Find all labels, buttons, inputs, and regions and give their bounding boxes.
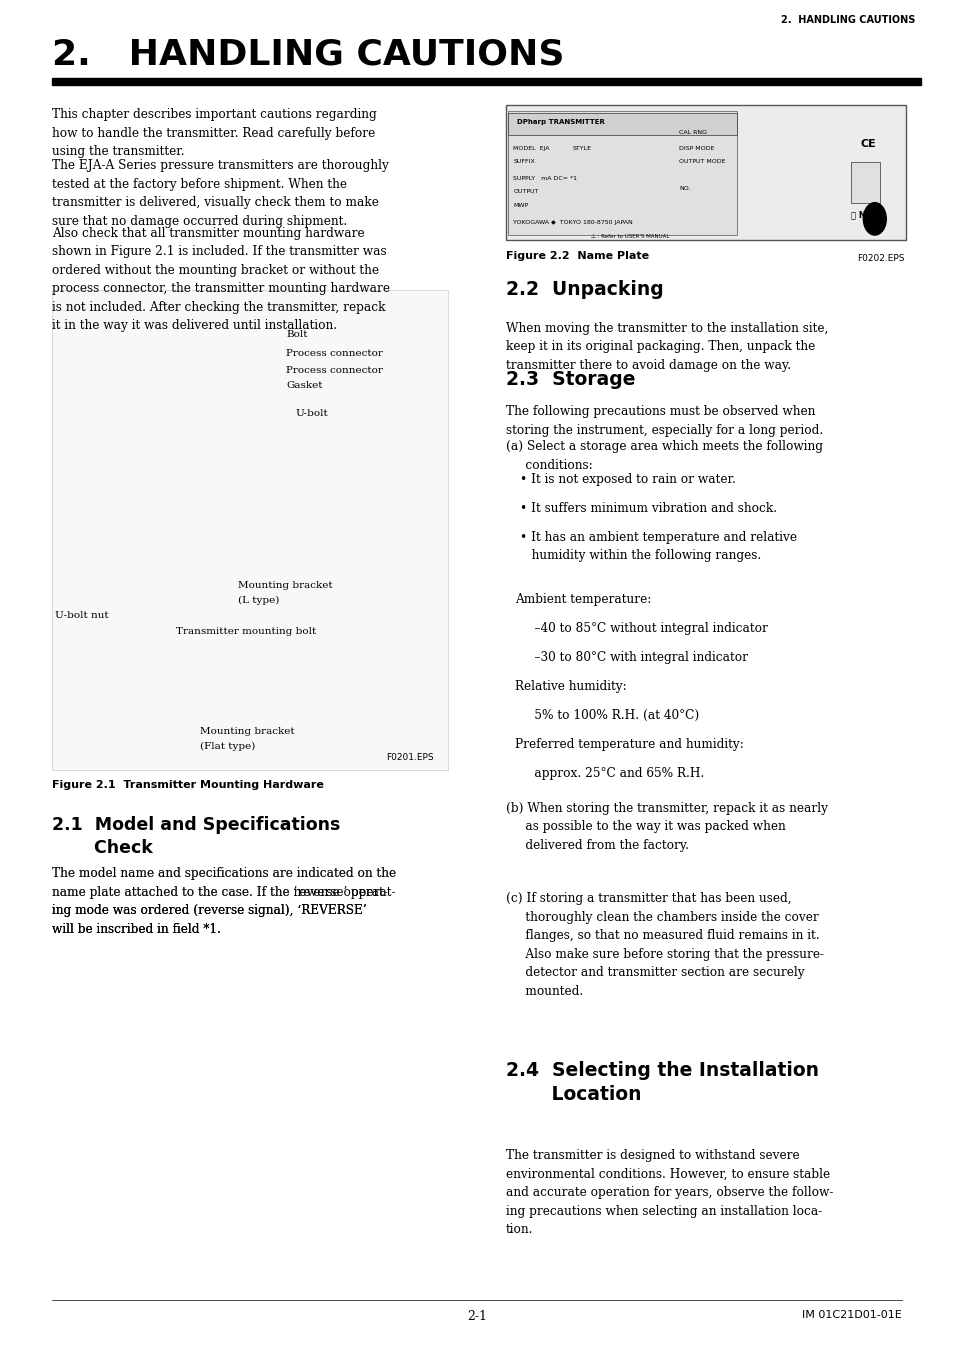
- Text: Also check that all transmitter mounting hardware
shown in Figure 2.1 is include: Also check that all transmitter mounting…: [52, 227, 390, 332]
- Text: Process connector: Process connector: [286, 366, 383, 376]
- Text: 2-1: 2-1: [467, 1310, 486, 1324]
- Text: • It has an ambient temperature and relative
   humidity within the following ra: • It has an ambient temperature and rela…: [519, 531, 796, 562]
- Text: 2.1  Model and Specifications
       Check: 2.1 Model and Specifications Check: [52, 816, 340, 857]
- Text: OUTPUT MODE: OUTPUT MODE: [679, 159, 725, 165]
- Text: When moving the transmitter to the installation site,
keep it in its original pa: When moving the transmitter to the insta…: [505, 322, 827, 372]
- Text: NO.: NO.: [679, 186, 690, 192]
- Text: Mounting bracket: Mounting bracket: [200, 727, 294, 736]
- Text: U-bolt: U-bolt: [295, 409, 328, 419]
- Text: ⓝ N200: ⓝ N200: [850, 211, 882, 220]
- Text: SUPPLY   mA DC= *1: SUPPLY mA DC= *1: [513, 176, 577, 181]
- Text: MWP: MWP: [513, 203, 528, 208]
- Text: CAL RNG: CAL RNG: [679, 130, 706, 135]
- Text: CE: CE: [860, 139, 876, 149]
- Text: OUTPUT: OUTPUT: [513, 189, 538, 195]
- Text: (L type): (L type): [238, 596, 279, 605]
- Text: ⚠ : Refer to USER'S MANUAL: ⚠ : Refer to USER'S MANUAL: [591, 234, 669, 239]
- Text: Process connector: Process connector: [286, 349, 383, 358]
- Text: (Flat type): (Flat type): [200, 742, 255, 751]
- Text: The model name and specifications are indicated on the
name plate attached to th: The model name and specifications are in…: [52, 867, 396, 936]
- Text: F0202.EPS: F0202.EPS: [856, 254, 903, 263]
- Text: The model name and specifications are indicated on the
name plate attached to th: The model name and specifications are in…: [52, 867, 396, 936]
- Text: YOKOGAWA ◆  TOKYO 180-8750 JAPAN: YOKOGAWA ◆ TOKYO 180-8750 JAPAN: [513, 220, 633, 226]
- Text: F0201.EPS: F0201.EPS: [386, 753, 434, 762]
- Text: approx. 25°C and 65% R.H.: approx. 25°C and 65% R.H.: [515, 767, 704, 781]
- Text: • It suffers minimum vibration and shock.: • It suffers minimum vibration and shock…: [519, 501, 777, 515]
- Text: Mounting bracket: Mounting bracket: [238, 581, 333, 590]
- Text: This chapter describes important cautions regarding
how to handle the transmitte: This chapter describes important caution…: [52, 108, 376, 158]
- Text: 2.4  Selecting the Installation
       Location: 2.4 Selecting the Installation Location: [505, 1062, 818, 1105]
- Text: STYLE: STYLE: [572, 146, 591, 151]
- Bar: [508, 111, 737, 235]
- Bar: [52, 78, 920, 85]
- Text: Ambient temperature:: Ambient temperature:: [515, 593, 651, 607]
- Text: The EJA-A Series pressure transmitters are thoroughly
tested at the factory befo: The EJA-A Series pressure transmitters a…: [52, 159, 389, 228]
- Text: 2.3  Storage: 2.3 Storage: [505, 370, 635, 389]
- Text: Preferred temperature and humidity:: Preferred temperature and humidity:: [515, 738, 743, 751]
- Text: DPharp TRANSMITTER: DPharp TRANSMITTER: [517, 119, 604, 124]
- Text: (a) Select a storage area which meets the following
     conditions:: (a) Select a storage area which meets th…: [505, 440, 821, 471]
- Text: –30 to 80°C with integral indicator: –30 to 80°C with integral indicator: [515, 651, 747, 665]
- Text: IM 01C21D01-01E: IM 01C21D01-01E: [801, 1310, 901, 1320]
- Text: 2.  HANDLING CAUTIONS: 2. HANDLING CAUTIONS: [781, 15, 915, 24]
- Text: –40 to 85°C without integral indicator: –40 to 85°C without integral indicator: [515, 621, 767, 635]
- Text: Bolt: Bolt: [286, 330, 308, 339]
- Text: MODEL  EJA: MODEL EJA: [513, 146, 549, 151]
- Text: SUFFIX: SUFFIX: [513, 159, 535, 165]
- Text: (c) If storing a transmitter that has been used,
     thoroughly clean the chamb: (c) If storing a transmitter that has be…: [505, 892, 822, 998]
- Bar: [505, 105, 905, 240]
- Text: DISP MODE: DISP MODE: [679, 146, 714, 151]
- Bar: [850, 162, 879, 203]
- Bar: [508, 113, 737, 135]
- Bar: [52, 290, 448, 770]
- Text: • It is not exposed to rain or water.: • It is not exposed to rain or water.: [519, 473, 735, 486]
- Text: (b) When storing the transmitter, repack it as nearly
     as possible to the wa: (b) When storing the transmitter, repack…: [505, 801, 827, 852]
- Text: Transmitter mounting bolt: Transmitter mounting bolt: [176, 627, 316, 636]
- Text: The model name and specifications are indicated on the
name plate attached to th: The model name and specifications are in…: [52, 867, 396, 898]
- Text: 2.2  Unpacking: 2.2 Unpacking: [505, 280, 662, 299]
- Text: Relative humidity:: Relative humidity:: [515, 680, 626, 693]
- Text: U-bolt nut: U-bolt nut: [55, 611, 109, 620]
- Text: 5% to 100% R.H. (at 40°C): 5% to 100% R.H. (at 40°C): [515, 709, 699, 723]
- Text: Gasket: Gasket: [286, 381, 322, 390]
- Text: The following precautions must be observed when
storing the instrument, especial: The following precautions must be observ…: [505, 405, 822, 436]
- Text: Figure 2.2  Name Plate: Figure 2.2 Name Plate: [505, 251, 648, 261]
- Text: The transmitter is designed to withstand severe
environmental conditions. Howeve: The transmitter is designed to withstand…: [505, 1148, 832, 1236]
- Text: 2.   HANDLING CAUTIONS: 2. HANDLING CAUTIONS: [52, 38, 564, 72]
- Circle shape: [862, 203, 885, 235]
- Text: Figure 2.1  Transmitter Mounting Hardware: Figure 2.1 Transmitter Mounting Hardware: [52, 780, 324, 789]
